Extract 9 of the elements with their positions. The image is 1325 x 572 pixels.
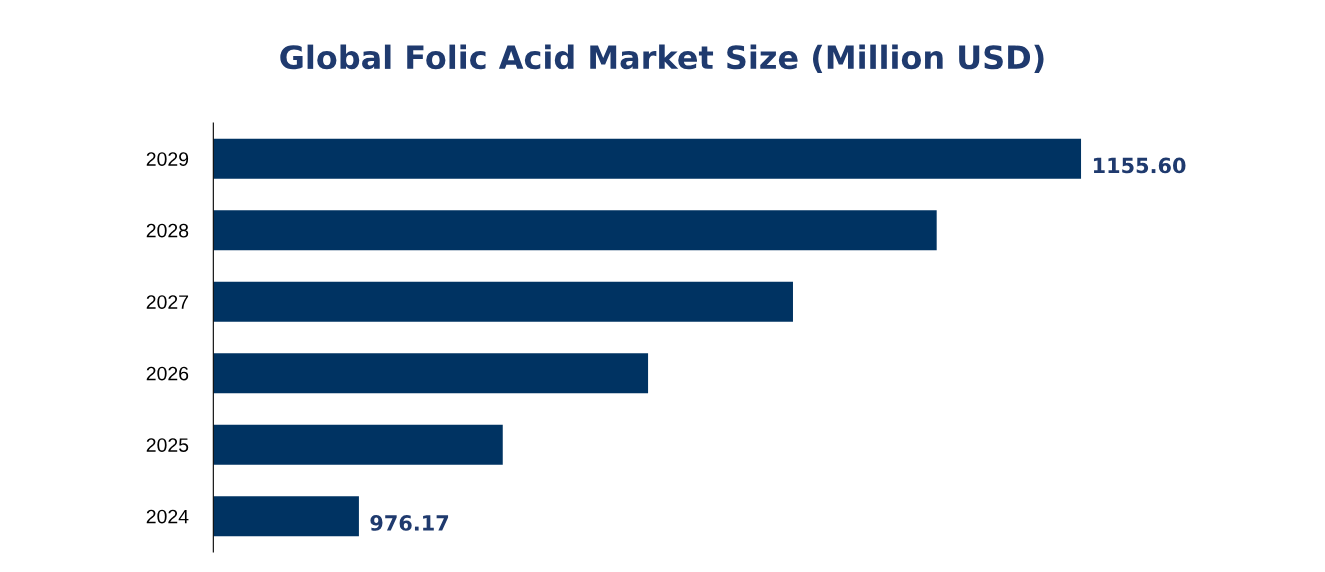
y-tick-label: 2029 bbox=[146, 152, 189, 166]
y-tick-label: 2028 bbox=[146, 223, 189, 238]
data-label: 1155.60 bbox=[1093, 157, 1186, 174]
y-tick-label: 2025 bbox=[146, 438, 189, 452]
y-tick-label: 2024 bbox=[146, 509, 189, 524]
data-label: 976.17 bbox=[370, 515, 449, 531]
y-tick-label: 2027 bbox=[146, 295, 189, 309]
chart-title: Global Folic Acid Market Size (Million USD) bbox=[280, 44, 1044, 74]
y-tick-label: 2026 bbox=[146, 366, 189, 381]
